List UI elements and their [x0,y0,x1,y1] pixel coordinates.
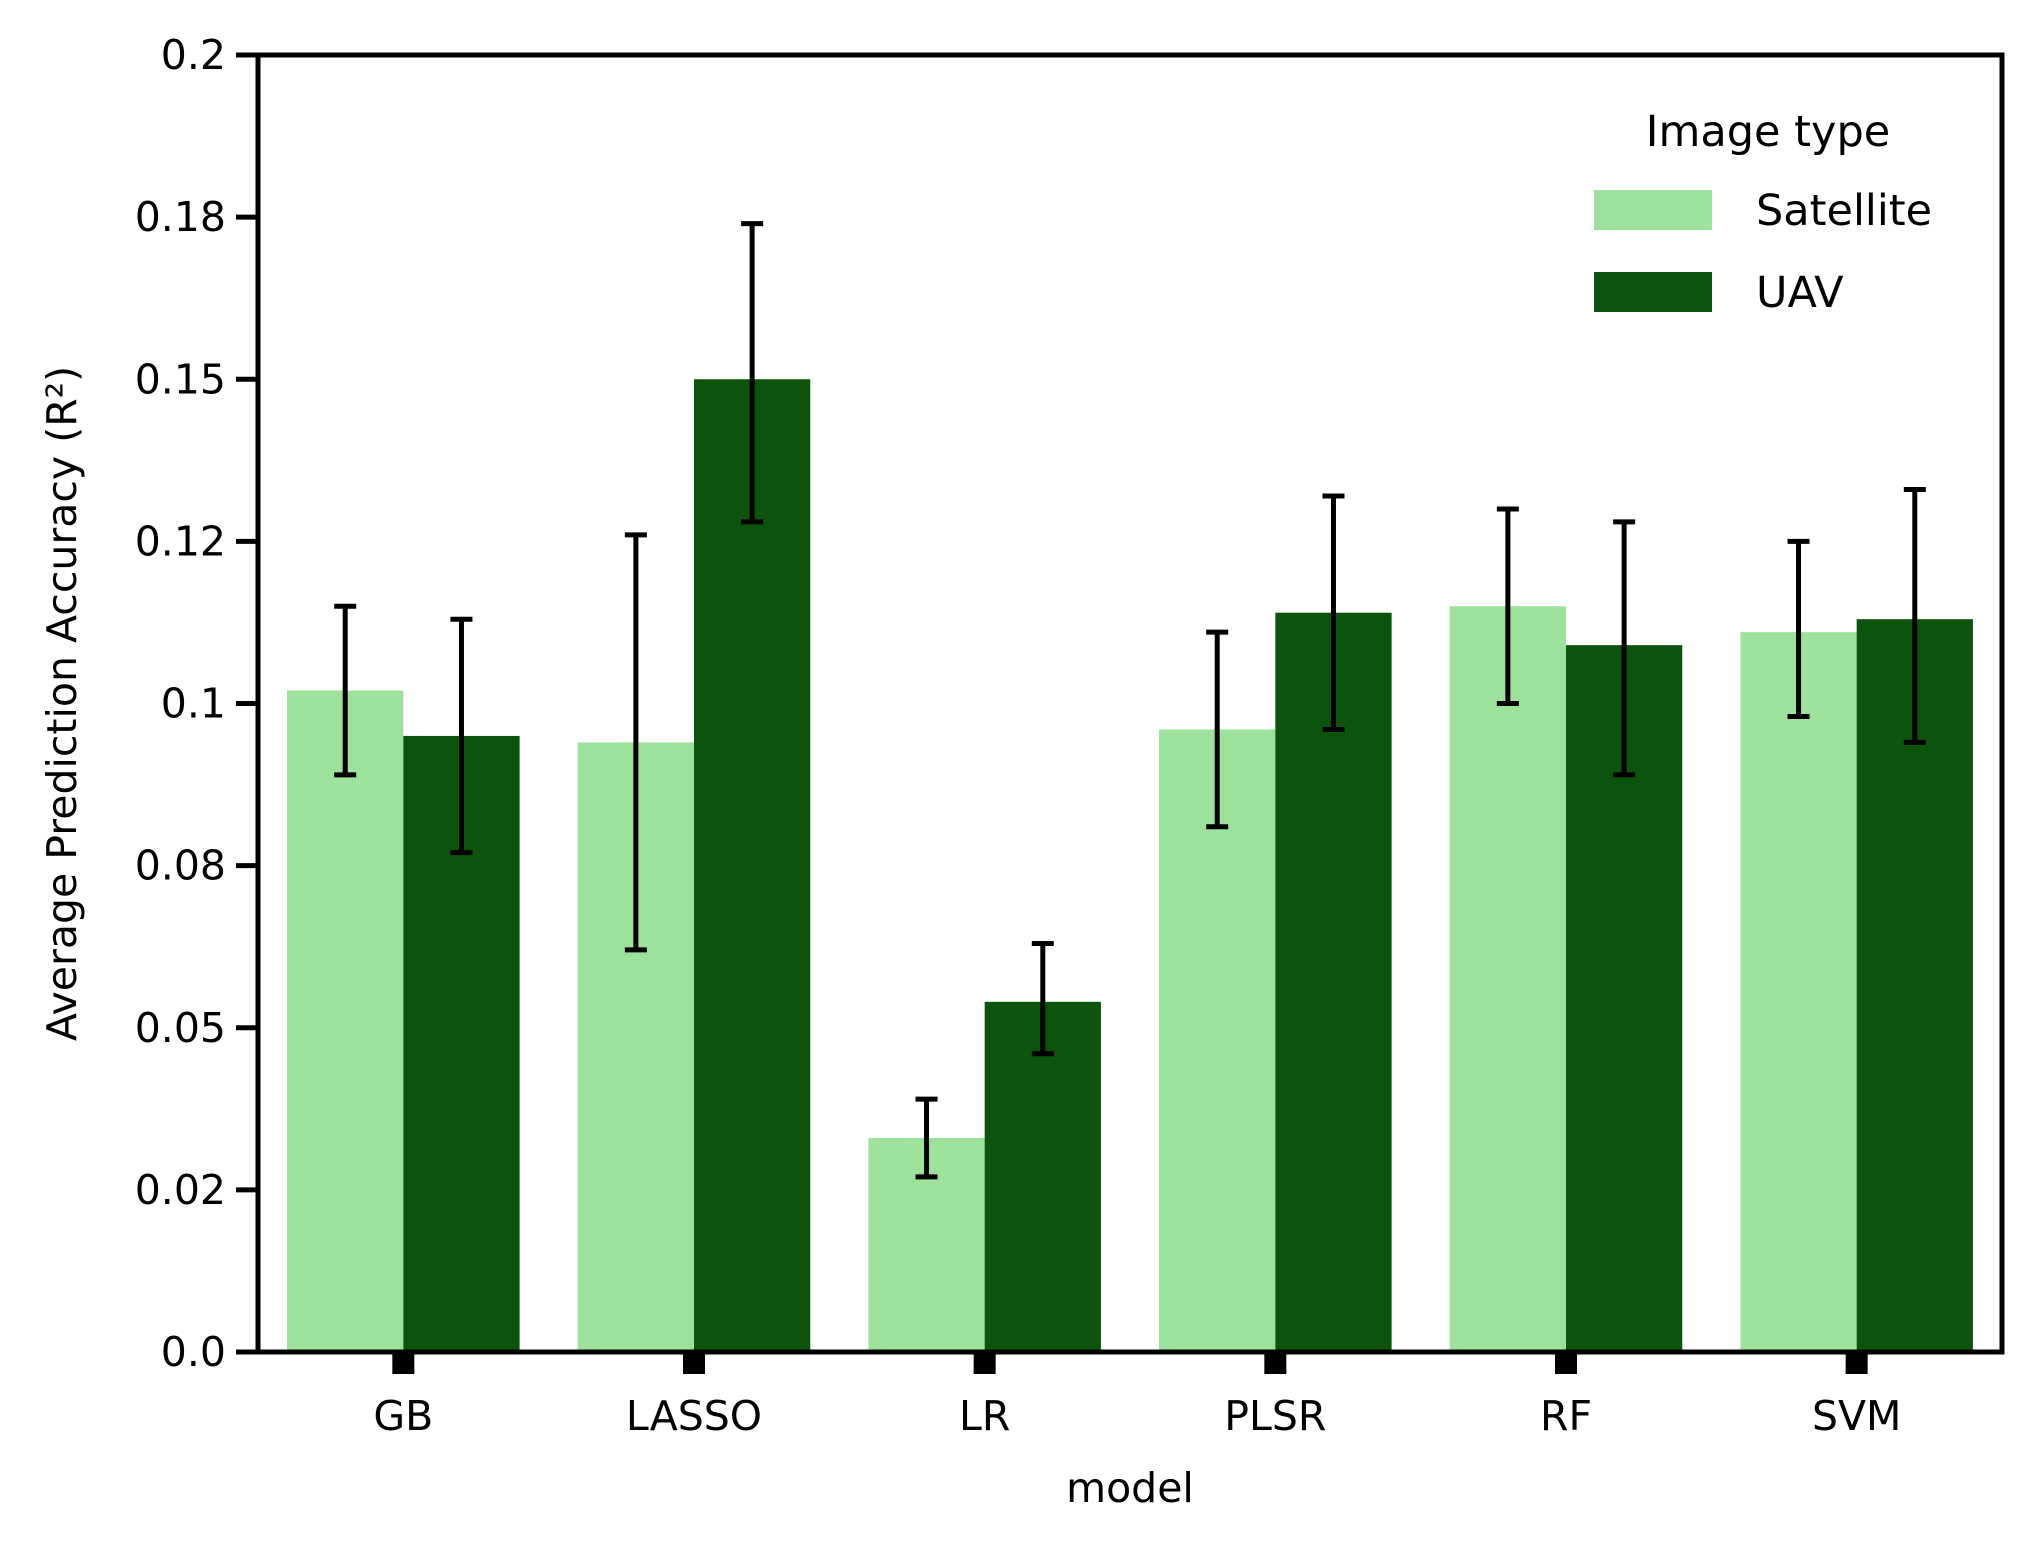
error-bar-satellite-plsr [1206,629,1229,830]
error-bar-uav-plsr [1322,493,1345,732]
y-axis: 0.0 0.02 0.05 0.08 0.1 0.12 0.15 0.18 0.2 [135,31,258,1376]
error-bar-uav-gb [450,616,473,856]
y-tick-label: 0.2 [161,31,226,79]
x-tick-label: GB [373,1392,433,1440]
error-bar-satellite-svm [1787,538,1810,719]
legend-label-uav: UAV [1756,268,1844,318]
x-tick-label: SVM [1812,1392,1901,1440]
bar-satellite-rf [1449,606,1566,1352]
error-bar-satellite-gb [334,603,357,778]
y-tick-label: 0.12 [135,517,226,565]
x-tick-label: RF [1540,1392,1592,1440]
legend-swatch-uav [1594,272,1712,312]
error-bar-satellite-lr [915,1096,938,1180]
legend: Image type Satellite UAV [1594,107,1932,318]
x-axis: GB LASSO LR PLSR RF SVM [373,1352,1901,1440]
bar-satellite-plsr [1159,729,1276,1352]
y-tick-label: 0.08 [135,842,226,890]
legend-swatch-satellite [1594,190,1712,230]
legend-title: Image type [1646,107,1890,157]
y-tick-label: 0.15 [135,355,226,403]
y-tick-label: 0.05 [135,1004,226,1052]
y-tick-label: 0.18 [135,193,226,241]
bar-satellite-svm [1740,632,1857,1352]
error-bar-uav-lr [1031,940,1054,1057]
error-bar-uav-lasso [741,221,764,525]
error-bar-satellite-lasso [624,532,647,953]
x-tick-label: LASSO [626,1392,762,1440]
bar-uav-lasso [694,379,811,1352]
error-bar-uav-svm [1903,486,1926,745]
error-bar-satellite-rf [1496,506,1519,706]
x-tick-label: LR [959,1392,1010,1440]
x-axis-title: model [1066,1464,1194,1512]
bar-uav-lr [984,1001,1101,1352]
legend-label-satellite: Satellite [1756,186,1932,236]
bar-satellite-gb [287,690,404,1352]
y-tick-label: 0.02 [135,1166,226,1214]
error-bars-layer [334,221,1926,1180]
error-bar-uav-rf [1613,519,1636,778]
bars-layer [287,379,1973,1352]
y-axis-title: Average Prediction Accuracy (R²) [38,366,86,1041]
x-tick-label: PLSR [1224,1392,1326,1440]
y-tick-label: 0.1 [161,680,226,728]
y-tick-label: 0.0 [161,1328,226,1376]
bar-uav-plsr [1275,612,1392,1352]
